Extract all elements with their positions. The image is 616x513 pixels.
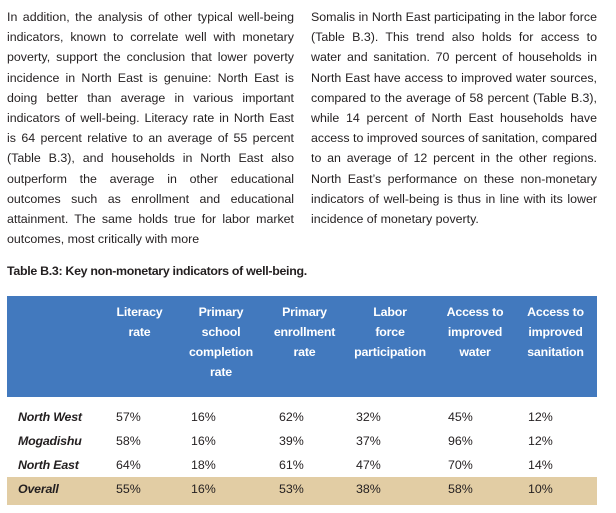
cell-labor: 37% <box>356 434 381 448</box>
table-row-overall: Overall 55% 16% 53% 38% 58% 10% <box>7 477 597 505</box>
table-header-row: Literacy rate Primary school completion … <box>7 296 597 397</box>
table-row-north-west: North West 57% 16% 62% 32% 45% 12% <box>7 405 597 429</box>
body-text-left-column: In addition, the analysis of other typic… <box>7 7 294 249</box>
cell-sanitation: 12% <box>528 410 553 424</box>
cell-enrollment: 53% <box>279 482 304 496</box>
body-text-right-column: Somalis in North East participating in t… <box>311 7 597 229</box>
paragraph-right: Somalis in North East participating in t… <box>311 10 597 227</box>
cell-completion: 16% <box>191 482 216 496</box>
row-label: Mogadishu <box>18 434 82 448</box>
indicators-table: Literacy rate Primary school completion … <box>7 296 597 505</box>
table-caption: Table B.3: Key non-monetary indicators o… <box>7 264 307 278</box>
row-label: North East <box>18 458 79 472</box>
row-label: North West <box>18 410 82 424</box>
cell-water: 58% <box>448 482 473 496</box>
cell-sanitation: 14% <box>528 458 553 472</box>
header-primary-enrollment: Primary enrollment rate <box>273 305 336 359</box>
cell-sanitation: 12% <box>528 434 553 448</box>
cell-completion: 18% <box>191 458 216 472</box>
cell-literacy: 64% <box>116 458 141 472</box>
cell-enrollment: 61% <box>279 458 304 472</box>
cell-labor: 47% <box>356 458 381 472</box>
cell-sanitation: 10% <box>528 482 553 496</box>
cell-literacy: 55% <box>116 482 141 496</box>
cell-completion: 16% <box>191 410 216 424</box>
header-labor-force-participation: Labor force participation <box>354 305 426 359</box>
cell-water: 70% <box>448 458 473 472</box>
header-access-improved-sanitation: Access to improved sanitation <box>527 305 584 359</box>
cell-labor: 32% <box>356 410 381 424</box>
paragraph-left: In addition, the analysis of other typic… <box>7 10 294 247</box>
table-spacer <box>7 397 597 405</box>
table-row-north-east: North East 64% 18% 61% 47% 70% 14% <box>7 453 597 477</box>
cell-enrollment: 39% <box>279 434 304 448</box>
cell-literacy: 57% <box>116 410 141 424</box>
header-primary-school-completion: Primary school completion rate <box>188 305 254 379</box>
cell-water: 45% <box>448 410 473 424</box>
cell-water: 96% <box>448 434 473 448</box>
row-label: Overall <box>18 482 59 496</box>
header-literacy-rate: Literacy rate <box>116 305 163 339</box>
cell-completion: 16% <box>191 434 216 448</box>
table-row-mogadishu: Mogadishu 58% 16% 39% 37% 96% 12% <box>7 429 597 453</box>
cell-labor: 38% <box>356 482 381 496</box>
cell-enrollment: 62% <box>279 410 304 424</box>
cell-literacy: 58% <box>116 434 141 448</box>
header-access-improved-water: Access to improved water <box>446 305 504 359</box>
header-region <box>7 296 102 397</box>
